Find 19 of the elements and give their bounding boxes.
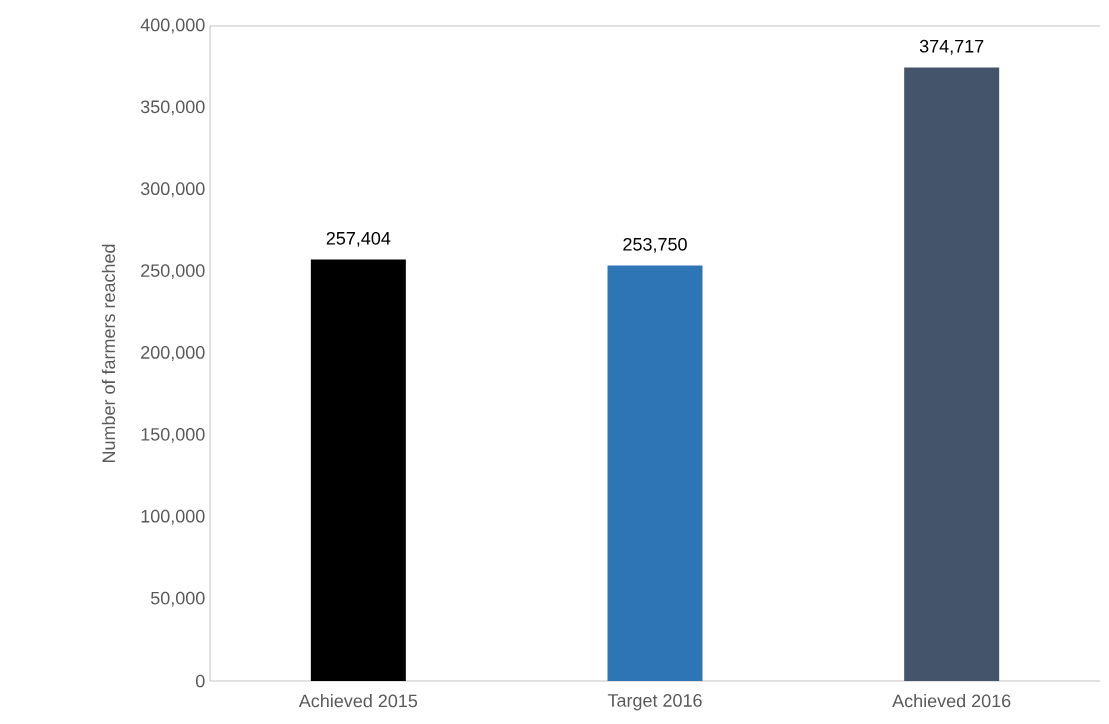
x-tick-label: Target 2016 bbox=[607, 694, 702, 711]
bar bbox=[310, 259, 406, 681]
y-tick-label: 300,000 bbox=[140, 182, 205, 198]
y-tick-label: 0 bbox=[195, 674, 205, 688]
bar bbox=[607, 265, 703, 681]
y-axis-title: Number of farmers reached bbox=[101, 244, 116, 463]
data-label: 253,750 bbox=[623, 237, 687, 253]
y-tick-label: 200,000 bbox=[141, 346, 205, 361]
y-tick-label: 50,000 bbox=[150, 591, 205, 607]
x-tick-label: Achieved 2015 bbox=[298, 694, 418, 708]
data-label: 374,717 bbox=[919, 39, 984, 55]
y-tick-label: 350,000 bbox=[140, 100, 205, 116]
y-tick-label: 150,000 bbox=[141, 427, 205, 443]
x-tick-label: Achieved 2016 bbox=[892, 694, 1011, 708]
y-tick-label: 400,000 bbox=[140, 18, 205, 34]
data-label: 257,404 bbox=[326, 231, 391, 247]
y-tick-label: 100,000 bbox=[141, 509, 205, 525]
y-tick-label: 250,000 bbox=[141, 264, 205, 280]
bar bbox=[904, 67, 1000, 681]
